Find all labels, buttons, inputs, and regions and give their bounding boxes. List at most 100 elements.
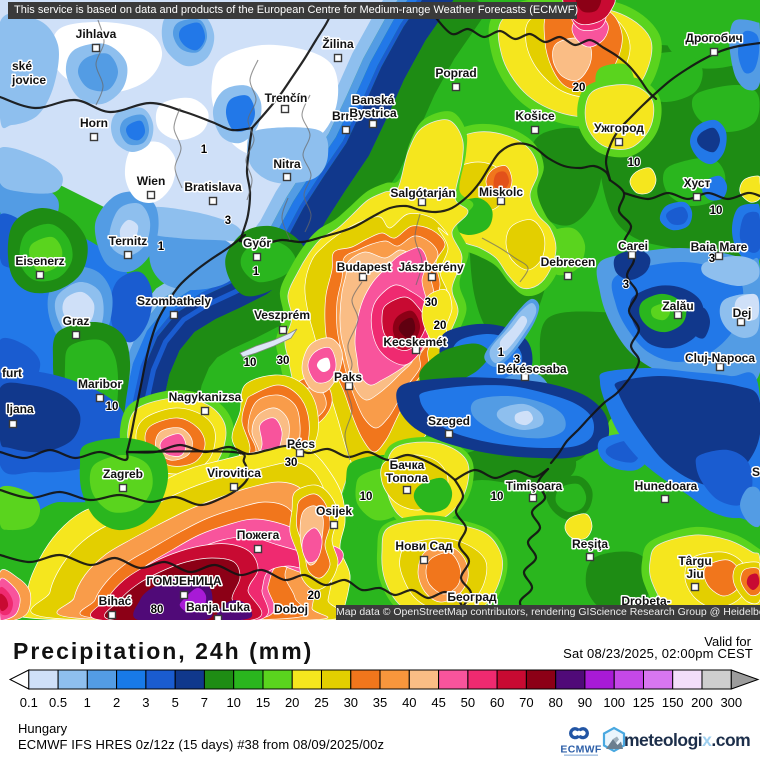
svg-text:150: 150 bbox=[662, 695, 684, 710]
svg-text:Târgu: Târgu bbox=[678, 554, 711, 568]
svg-text:90: 90 bbox=[578, 695, 592, 710]
svg-text:10: 10 bbox=[244, 357, 257, 369]
svg-text:Zagreb: Zagreb bbox=[103, 467, 143, 481]
svg-text:Békéscsaba: Békéscsaba bbox=[497, 362, 567, 376]
svg-text:10: 10 bbox=[628, 157, 641, 169]
svg-text:60: 60 bbox=[490, 695, 504, 710]
svg-text:100: 100 bbox=[603, 695, 625, 710]
svg-text:Szombathely: Szombathely bbox=[137, 294, 211, 308]
svg-text:Ужгород: Ужгород bbox=[594, 121, 644, 135]
svg-text:Hunedoara: Hunedoara bbox=[635, 479, 698, 493]
svg-text:Trenčín: Trenčín bbox=[265, 91, 308, 105]
svg-text:3: 3 bbox=[709, 253, 715, 265]
svg-text:80: 80 bbox=[151, 604, 164, 616]
svg-text:furt: furt bbox=[2, 366, 22, 380]
svg-text:30: 30 bbox=[344, 695, 358, 710]
svg-text:45: 45 bbox=[431, 695, 445, 710]
svg-text:Poprad: Poprad bbox=[435, 66, 476, 80]
svg-text:Дрогобич: Дрогобич bbox=[685, 31, 742, 45]
svg-text:0.5: 0.5 bbox=[49, 695, 67, 710]
svg-text:ECMWF: ECMWF bbox=[560, 744, 601, 756]
svg-text:jovice: jovice bbox=[11, 73, 46, 87]
svg-text:Бачка: Бачка bbox=[390, 458, 425, 472]
svg-text:35: 35 bbox=[373, 695, 387, 710]
svg-text:300: 300 bbox=[720, 695, 742, 710]
svg-text:Нови Сад: Нови Сад bbox=[395, 539, 453, 553]
svg-text:5: 5 bbox=[172, 695, 179, 710]
svg-text:30: 30 bbox=[277, 355, 290, 367]
svg-text:1: 1 bbox=[84, 695, 91, 710]
svg-text:Graz: Graz bbox=[63, 314, 90, 328]
svg-text:Timişoara: Timişoara bbox=[506, 479, 563, 493]
svg-text:Veszprém: Veszprém bbox=[254, 308, 310, 322]
svg-text:Paks: Paks bbox=[334, 370, 362, 384]
svg-text:Bihać: Bihać bbox=[99, 594, 132, 608]
svg-text:125: 125 bbox=[633, 695, 655, 710]
svg-text:0.1: 0.1 bbox=[20, 695, 38, 710]
svg-text:Wien: Wien bbox=[137, 174, 166, 188]
svg-text:Хуст: Хуст bbox=[684, 176, 711, 190]
svg-text:Žilina: Žilina bbox=[322, 36, 354, 51]
svg-text:Virovitica: Virovitica bbox=[207, 466, 261, 480]
svg-text:15: 15 bbox=[256, 695, 270, 710]
svg-text:Nagykanizsa: Nagykanizsa bbox=[169, 390, 242, 404]
svg-text:Kecskemét: Kecskemét bbox=[383, 335, 446, 349]
svg-text:20: 20 bbox=[573, 82, 586, 94]
svg-text:2: 2 bbox=[113, 695, 120, 710]
svg-text:25: 25 bbox=[314, 695, 328, 710]
svg-text:Bystrica: Bystrica bbox=[349, 106, 397, 120]
svg-text:Reşiţa: Reşiţa bbox=[572, 537, 608, 551]
svg-text:S: S bbox=[752, 465, 760, 479]
svg-text:10: 10 bbox=[491, 491, 504, 503]
svg-text:Horn: Horn bbox=[80, 116, 108, 130]
svg-text:Jászberény: Jászberény bbox=[398, 260, 464, 274]
svg-text:Zalău: Zalău bbox=[662, 299, 693, 313]
svg-text:Osijek: Osijek bbox=[316, 504, 352, 518]
svg-text:10: 10 bbox=[226, 695, 240, 710]
svg-text:Salgótarján: Salgótarján bbox=[390, 186, 455, 200]
svg-text:30: 30 bbox=[285, 457, 298, 469]
svg-text:10: 10 bbox=[710, 205, 723, 217]
svg-text:1: 1 bbox=[201, 144, 208, 156]
svg-text:ГОМЈЕНИЦА: ГОМЈЕНИЦА bbox=[146, 574, 222, 588]
svg-text:1: 1 bbox=[158, 241, 165, 253]
svg-text:meteologix.com: meteologix.com bbox=[624, 730, 750, 750]
svg-text:3: 3 bbox=[225, 215, 231, 227]
svg-text:Maribor: Maribor bbox=[78, 377, 122, 391]
svg-text:Eisenerz: Eisenerz bbox=[15, 254, 64, 268]
svg-text:1: 1 bbox=[498, 347, 505, 359]
svg-text:200: 200 bbox=[691, 695, 713, 710]
svg-text:3: 3 bbox=[142, 695, 149, 710]
svg-text:Cluj-Napoca: Cluj-Napoca bbox=[685, 351, 755, 365]
svg-text:Bratislava: Bratislava bbox=[184, 180, 242, 194]
svg-text:Београд: Београд bbox=[447, 590, 497, 604]
svg-text:Košice: Košice bbox=[515, 109, 555, 123]
svg-text:1: 1 bbox=[253, 266, 260, 278]
svg-text:Banja Luka: Banja Luka bbox=[186, 600, 250, 614]
svg-text:ské: ské bbox=[12, 59, 32, 73]
svg-text:Carei: Carei bbox=[618, 239, 648, 253]
svg-text:Győr: Győr bbox=[243, 236, 271, 250]
svg-text:10: 10 bbox=[360, 491, 373, 503]
svg-text:Pécs: Pécs bbox=[287, 437, 315, 451]
svg-text:Топола: Топола bbox=[386, 471, 429, 485]
svg-text:7: 7 bbox=[201, 695, 208, 710]
svg-text:Jihlava: Jihlava bbox=[76, 27, 117, 41]
svg-text:Nitra: Nitra bbox=[273, 157, 301, 171]
svg-text:20: 20 bbox=[434, 320, 447, 332]
svg-text:20: 20 bbox=[285, 695, 299, 710]
svg-text:70: 70 bbox=[519, 695, 533, 710]
svg-text:Ternitz: Ternitz bbox=[109, 234, 147, 248]
svg-text:Пожега: Пожега bbox=[237, 528, 280, 542]
svg-text:Szeged: Szeged bbox=[428, 414, 470, 428]
svg-text:Budapest: Budapest bbox=[337, 260, 392, 274]
svg-text:30: 30 bbox=[425, 297, 438, 309]
svg-text:50: 50 bbox=[461, 695, 475, 710]
svg-text:ljana: ljana bbox=[6, 402, 34, 416]
svg-text:Doboj: Doboj bbox=[274, 602, 308, 616]
svg-text:3: 3 bbox=[623, 279, 629, 291]
svg-text:20: 20 bbox=[308, 590, 321, 602]
svg-text:Baia Mare: Baia Mare bbox=[691, 240, 748, 254]
svg-text:Jiu: Jiu bbox=[686, 567, 703, 581]
svg-text:Dej: Dej bbox=[733, 306, 752, 320]
